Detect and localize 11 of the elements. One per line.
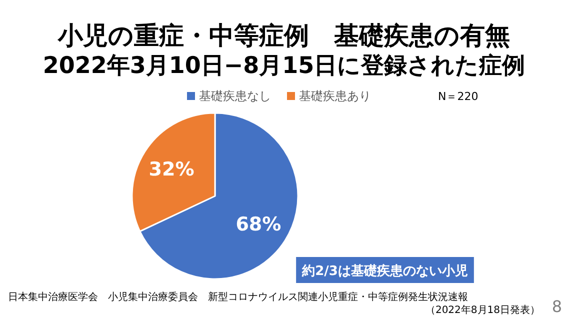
- text: 約2/3は基礎疾患のない小児: [301, 263, 468, 279]
- data-label: 68%: [236, 214, 282, 236]
- text: 日本集中治療医学会 小児集中治療委員会 新型コロナウイルス関連小児重症・中等症例発生状況速報: [8, 291, 468, 303]
- chart-title: 小児の重症・中等症例 基礎疾患の有無: [57, 21, 510, 50]
- chart-subtitle: 2022年3月10日−8月15日に登録された症例: [42, 53, 526, 79]
- data-label: 32%: [148, 158, 194, 180]
- text: 8: [552, 297, 562, 316]
- legend-label: 基礎疾患なし: [199, 89, 271, 103]
- text: N＝220: [438, 90, 478, 103]
- legend-label: 基礎疾患あり: [299, 89, 371, 103]
- text: （2022年8月18日発表）: [425, 304, 540, 316]
